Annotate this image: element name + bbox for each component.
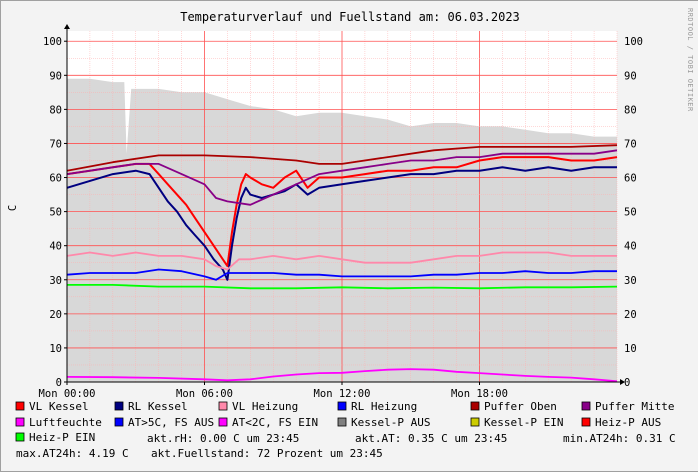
legend-swatch: [114, 417, 124, 427]
y-tick-label: 50: [49, 207, 62, 219]
legend-label: Luftfeuchte: [29, 416, 102, 429]
y-tick-label-right: 50: [624, 207, 637, 219]
stat-max: max.AT24h: 4.19 C: [16, 447, 129, 460]
x-tick-label: Mon 12:00: [314, 388, 371, 400]
legend-swatch: [581, 401, 591, 411]
legend-swatch: [114, 401, 124, 411]
legend-swatch: [337, 401, 347, 411]
legend-swatch: [218, 417, 228, 427]
y-tick-label-right: 90: [624, 70, 637, 82]
legend-swatch: [581, 417, 591, 427]
stat-rh: akt.rH: 0.00 C um 23:45: [147, 432, 299, 445]
y-tick-label: 100: [43, 36, 62, 48]
y-tick-label: 0: [56, 377, 62, 389]
legend-swatch: [218, 401, 228, 411]
y-tick-label-right: 60: [624, 173, 637, 185]
stats-area: akt.rH: 0.00 C um 23:45 akt.AT: 0.35 C u…: [16, 432, 676, 460]
legend-swatch: [15, 432, 25, 442]
y-tick-label: 20: [49, 309, 62, 321]
y-tick-label-right: 0: [624, 377, 630, 389]
y-tick-label: 30: [49, 275, 62, 287]
grid: [66, 31, 618, 383]
y-tick-label: 40: [49, 241, 62, 253]
legend-label: VL Heizung: [232, 400, 298, 413]
legend-label: AT>5C, FS AUS: [128, 416, 214, 429]
chart-title: Temperaturverlauf und Fuellstand am: 06.…: [180, 10, 520, 24]
y-tick-label-right: 100: [624, 36, 643, 48]
y-tick-label: 10: [49, 343, 62, 355]
x-axis-arrow: [620, 379, 625, 385]
x-tick-label: Mon 06:00: [176, 388, 233, 400]
legend-label: RL Kessel: [128, 400, 188, 413]
y-tick-label: 70: [49, 138, 62, 150]
y-tick-label: 60: [49, 173, 62, 185]
legend-swatch: [470, 417, 480, 427]
series-vl-kessel: [66, 156, 618, 268]
y-tick-label-right: 80: [624, 104, 637, 116]
legend-swatch: [15, 417, 25, 427]
rrdtool-side-label: RRDTOOL / TOBI OETIKER: [686, 8, 694, 112]
legend-label: Puffer Oben: [484, 400, 557, 413]
y-axis-arrow: [64, 24, 70, 29]
legend-label: RL Heizung: [351, 400, 417, 413]
series-heiz-p-ein: [67, 284, 618, 290]
legend-label: Puffer Mitte: [595, 400, 674, 413]
legend-label: VL Kessel: [29, 400, 89, 413]
legend-label: Kessel-P AUS: [351, 416, 430, 429]
stat-min: min.AT24h: 0.31 C: [563, 432, 676, 445]
y-axis-label: C: [7, 205, 19, 211]
legend-swatch: [337, 417, 347, 427]
y-tick-label-right: 10: [624, 343, 637, 355]
legend-label: AT<2C, FS EIN: [232, 416, 318, 429]
series-rl-kessel: [66, 166, 617, 281]
y-tick-label: 80: [49, 104, 62, 116]
legend-label: Kessel-P EIN: [484, 416, 563, 429]
series-vl-heizung: [66, 251, 617, 271]
y-tick-label-right: 40: [624, 241, 637, 253]
series-puffer-oben: [66, 144, 618, 172]
legend: VL Kessel RL Kessel VL Heizung RL Heizung Pu…: [15, 400, 674, 444]
stat-fuellstand: akt.Fuellstand: 72 Prozent um 23:45: [151, 447, 383, 460]
series-rl-heizung: [66, 268, 617, 281]
series-puffer-mitte: [66, 149, 618, 206]
x-tick-label: Mon 00:00: [39, 388, 96, 400]
plot-area: 0 0 10 10 20 20 30 30 40 40 50 50 60 60 70 70 80 80 90 90 10…: [39, 24, 643, 400]
y-tick-label-right: 70: [624, 138, 637, 150]
legend-label: Heiz-P EIN: [29, 431, 95, 444]
y-tick-label: 90: [49, 70, 62, 82]
legend-label: Heiz-P AUS: [595, 416, 661, 429]
x-tick-label: Mon 18:00: [451, 388, 508, 400]
stat-at: akt.AT: 0.35 C um 23:45: [355, 432, 507, 445]
series-luftfeuchte: [66, 368, 618, 383]
legend-swatch: [470, 401, 480, 411]
legend-swatch: [15, 401, 25, 411]
y-tick-label-right: 30: [624, 275, 637, 287]
y-tick-label-right: 20: [624, 309, 637, 321]
